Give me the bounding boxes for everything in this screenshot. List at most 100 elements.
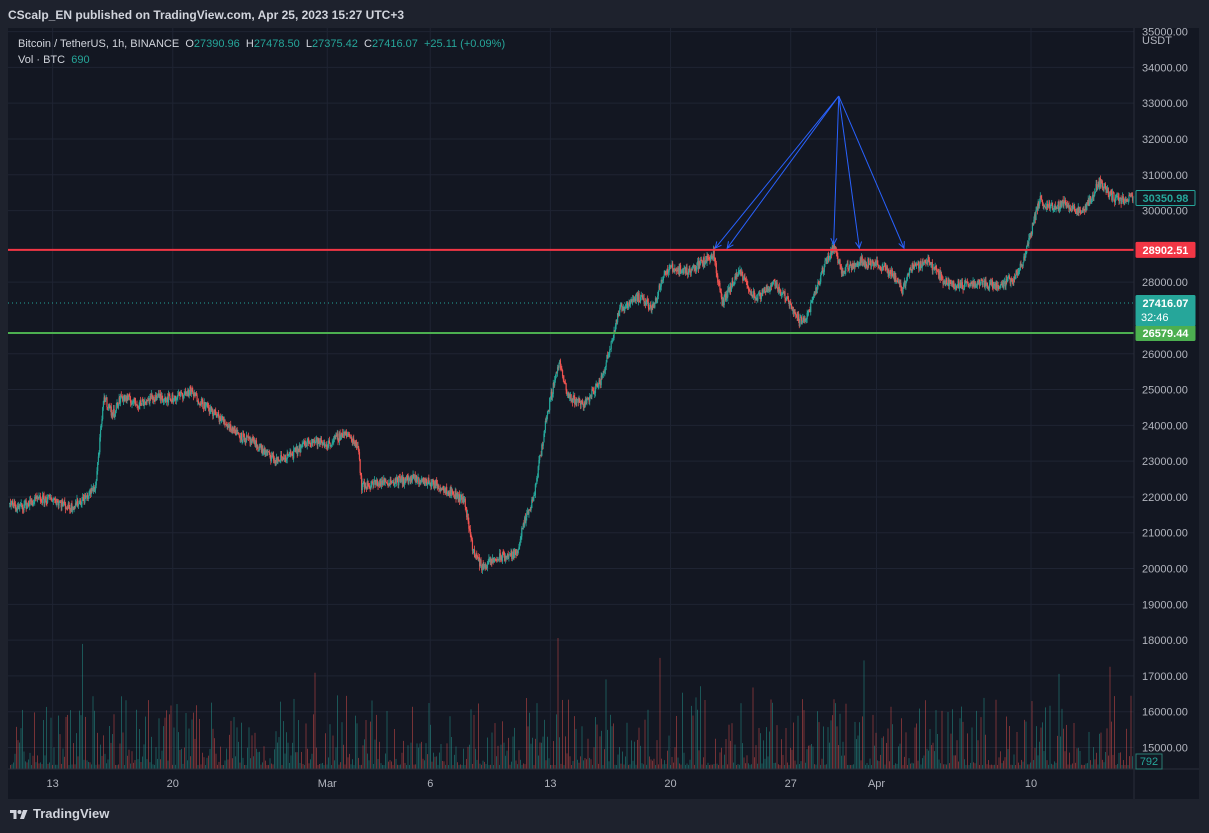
candle-body [741,271,743,276]
candle [821,265,823,273]
candle-body [661,279,663,281]
volume-bar [1091,764,1093,769]
volume-bar [317,764,319,769]
volume-bar [53,747,55,769]
candle [918,260,920,273]
candle-body [305,445,307,447]
candle [694,265,696,272]
candle-body [960,282,962,287]
candle [550,387,552,402]
candle [935,265,937,270]
volume-bar [173,727,175,769]
candle-body [770,285,772,289]
candle-body [915,264,917,266]
candle [548,410,550,413]
candle-body [106,397,108,407]
candle [858,261,860,267]
candle [223,416,225,426]
volume-bar [851,764,853,769]
candle-body [715,261,717,264]
candle [725,291,727,302]
candle-body [981,279,983,281]
candle-body [330,445,332,447]
candle-body [340,435,342,440]
candle [963,280,966,291]
candle-body [677,270,679,272]
candle-body [229,424,231,428]
candle-body [195,393,197,396]
candle [942,276,944,289]
candle [232,426,234,434]
candle [114,409,117,417]
candle-body [344,431,346,435]
candle-body [676,270,678,272]
candle [418,478,421,487]
candle-body [112,409,115,416]
candle [134,397,136,406]
candle-body [203,402,205,409]
candle-body [276,457,278,463]
volume-bar [557,638,559,769]
candle [807,309,810,316]
candle [998,285,1000,291]
candle [523,519,525,528]
volume-bar [146,759,148,769]
candle [645,299,647,306]
candle-body [732,284,735,286]
candle [461,494,463,504]
volume-bar [307,748,308,769]
candle-body [467,513,469,522]
volume-bar [920,764,922,769]
volume-bar [160,759,161,769]
candle-body [637,294,639,302]
volume-bar [958,761,959,769]
candle [801,320,803,325]
chart-frame[interactable]: USDT 35000.00 34000.00 33000.00 32000.00 3100… [8,28,1199,799]
candle-body [536,477,539,479]
candle [57,498,59,503]
volume-bar [337,695,338,769]
candle [147,395,150,401]
candle-body [67,508,69,510]
candle-body [368,485,371,489]
candle [554,374,557,383]
candle-body [172,394,174,402]
candle-body [249,436,251,443]
candle [242,430,244,444]
volume-bar [34,712,35,769]
candle [345,429,348,439]
candle-body [576,399,579,401]
candle [82,493,84,502]
candle-body [152,396,155,401]
candle-body [300,446,302,453]
candle [594,383,597,397]
candle-body [228,424,230,428]
candle-body [564,382,566,384]
candle-body [175,398,177,401]
candle [16,502,19,514]
candle [986,282,988,289]
candle [1011,276,1013,282]
candle-body [188,391,190,396]
candle-body [767,290,769,292]
candle-body [20,503,22,505]
volume-bar [992,764,994,769]
candle-body [24,503,26,505]
candle [654,302,656,309]
candle-body [639,301,641,303]
candle [810,299,812,316]
candle-body [548,410,550,412]
candle [103,393,105,403]
candle [838,259,840,264]
candle-body [398,476,400,486]
price-chart[interactable]: USDT35000.0034000.0033000.0032000.003100… [8,28,1199,799]
candle-body [882,266,884,268]
candle [102,406,104,421]
candle-body [402,477,404,484]
candle-body [476,556,479,558]
candle-body [221,416,223,419]
candle [363,478,366,493]
candle [629,300,631,307]
candle-body [303,441,305,443]
candle-body [941,273,943,279]
